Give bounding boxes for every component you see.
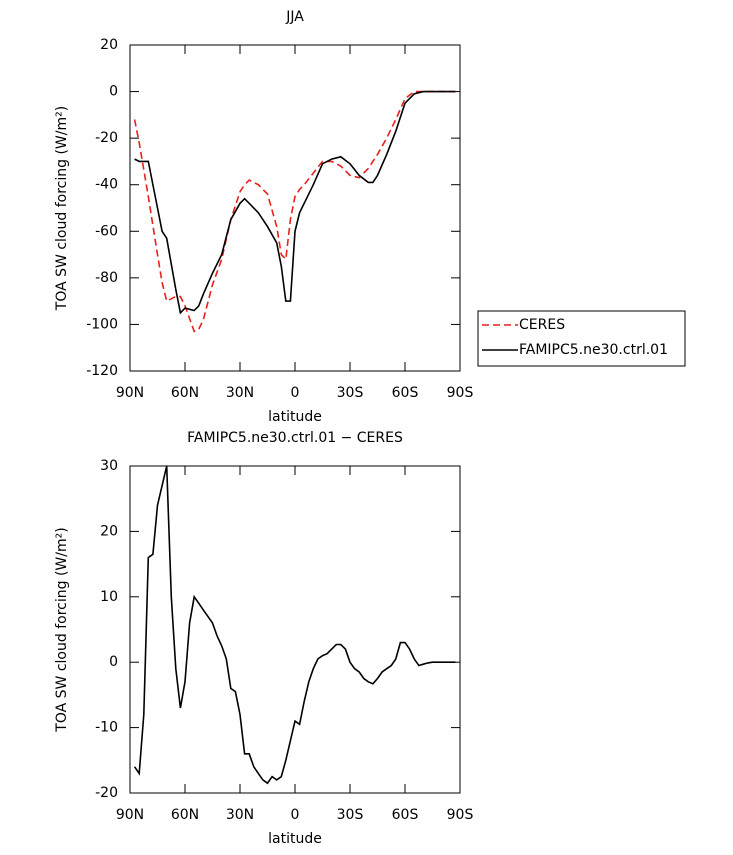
y-tick-label: -60 xyxy=(95,223,118,239)
legend-label: CERES xyxy=(519,317,565,333)
x-tick-label: 90N xyxy=(116,385,144,401)
x-tick-label: 90S xyxy=(447,807,474,823)
y-tick-label: 20 xyxy=(100,37,118,53)
y-tick-label: -100 xyxy=(86,316,118,332)
data-line xyxy=(134,90,456,315)
y-tick-label: 0 xyxy=(109,654,118,670)
y-tick-label: -80 xyxy=(95,270,118,286)
x-tick-label: 60N xyxy=(171,385,199,401)
x-axis-label: latitude xyxy=(268,831,322,847)
x-axis-label: latitude xyxy=(268,409,322,425)
x-tick-label: 60S xyxy=(392,385,419,401)
plot-frame xyxy=(129,465,461,794)
y-axis-label: TOA SW cloud forcing (W/m²) xyxy=(54,106,70,311)
x-tick-label: 0 xyxy=(291,807,300,823)
data-line xyxy=(133,90,456,333)
x-tick-label: 90N xyxy=(116,807,144,823)
chart-title: FAMIPC5.ne30.ctrl.01 − CERES xyxy=(187,430,403,446)
legend-frame xyxy=(477,310,686,367)
data-line xyxy=(133,465,456,785)
y-axis-label: TOA SW cloud forcing (W/m²) xyxy=(54,527,70,732)
legend-label: FAMIPC5.ne30.ctrl.01 xyxy=(519,342,668,358)
y-tick-label: 10 xyxy=(100,589,118,605)
y-tick-label: 30 xyxy=(100,458,118,474)
y-tick-label: -20 xyxy=(95,130,118,146)
x-tick-label: 60N xyxy=(171,807,199,823)
y-tick-label: -20 xyxy=(95,785,118,801)
x-tick-label: 60S xyxy=(392,807,419,823)
x-tick-label: 0 xyxy=(291,385,300,401)
y-tick-label: 0 xyxy=(109,84,118,100)
y-tick-label: -10 xyxy=(95,720,118,736)
x-tick-label: 30N xyxy=(226,385,254,401)
x-tick-label: 90S xyxy=(447,385,474,401)
x-tick-label: 30S xyxy=(337,385,364,401)
x-tick-label: 30S xyxy=(337,807,364,823)
chart-title: JJA xyxy=(285,9,304,25)
y-tick-label: -40 xyxy=(95,177,118,193)
y-tick-label: 20 xyxy=(100,523,118,539)
y-tick-label: -120 xyxy=(86,363,118,379)
x-tick-label: 30N xyxy=(226,807,254,823)
